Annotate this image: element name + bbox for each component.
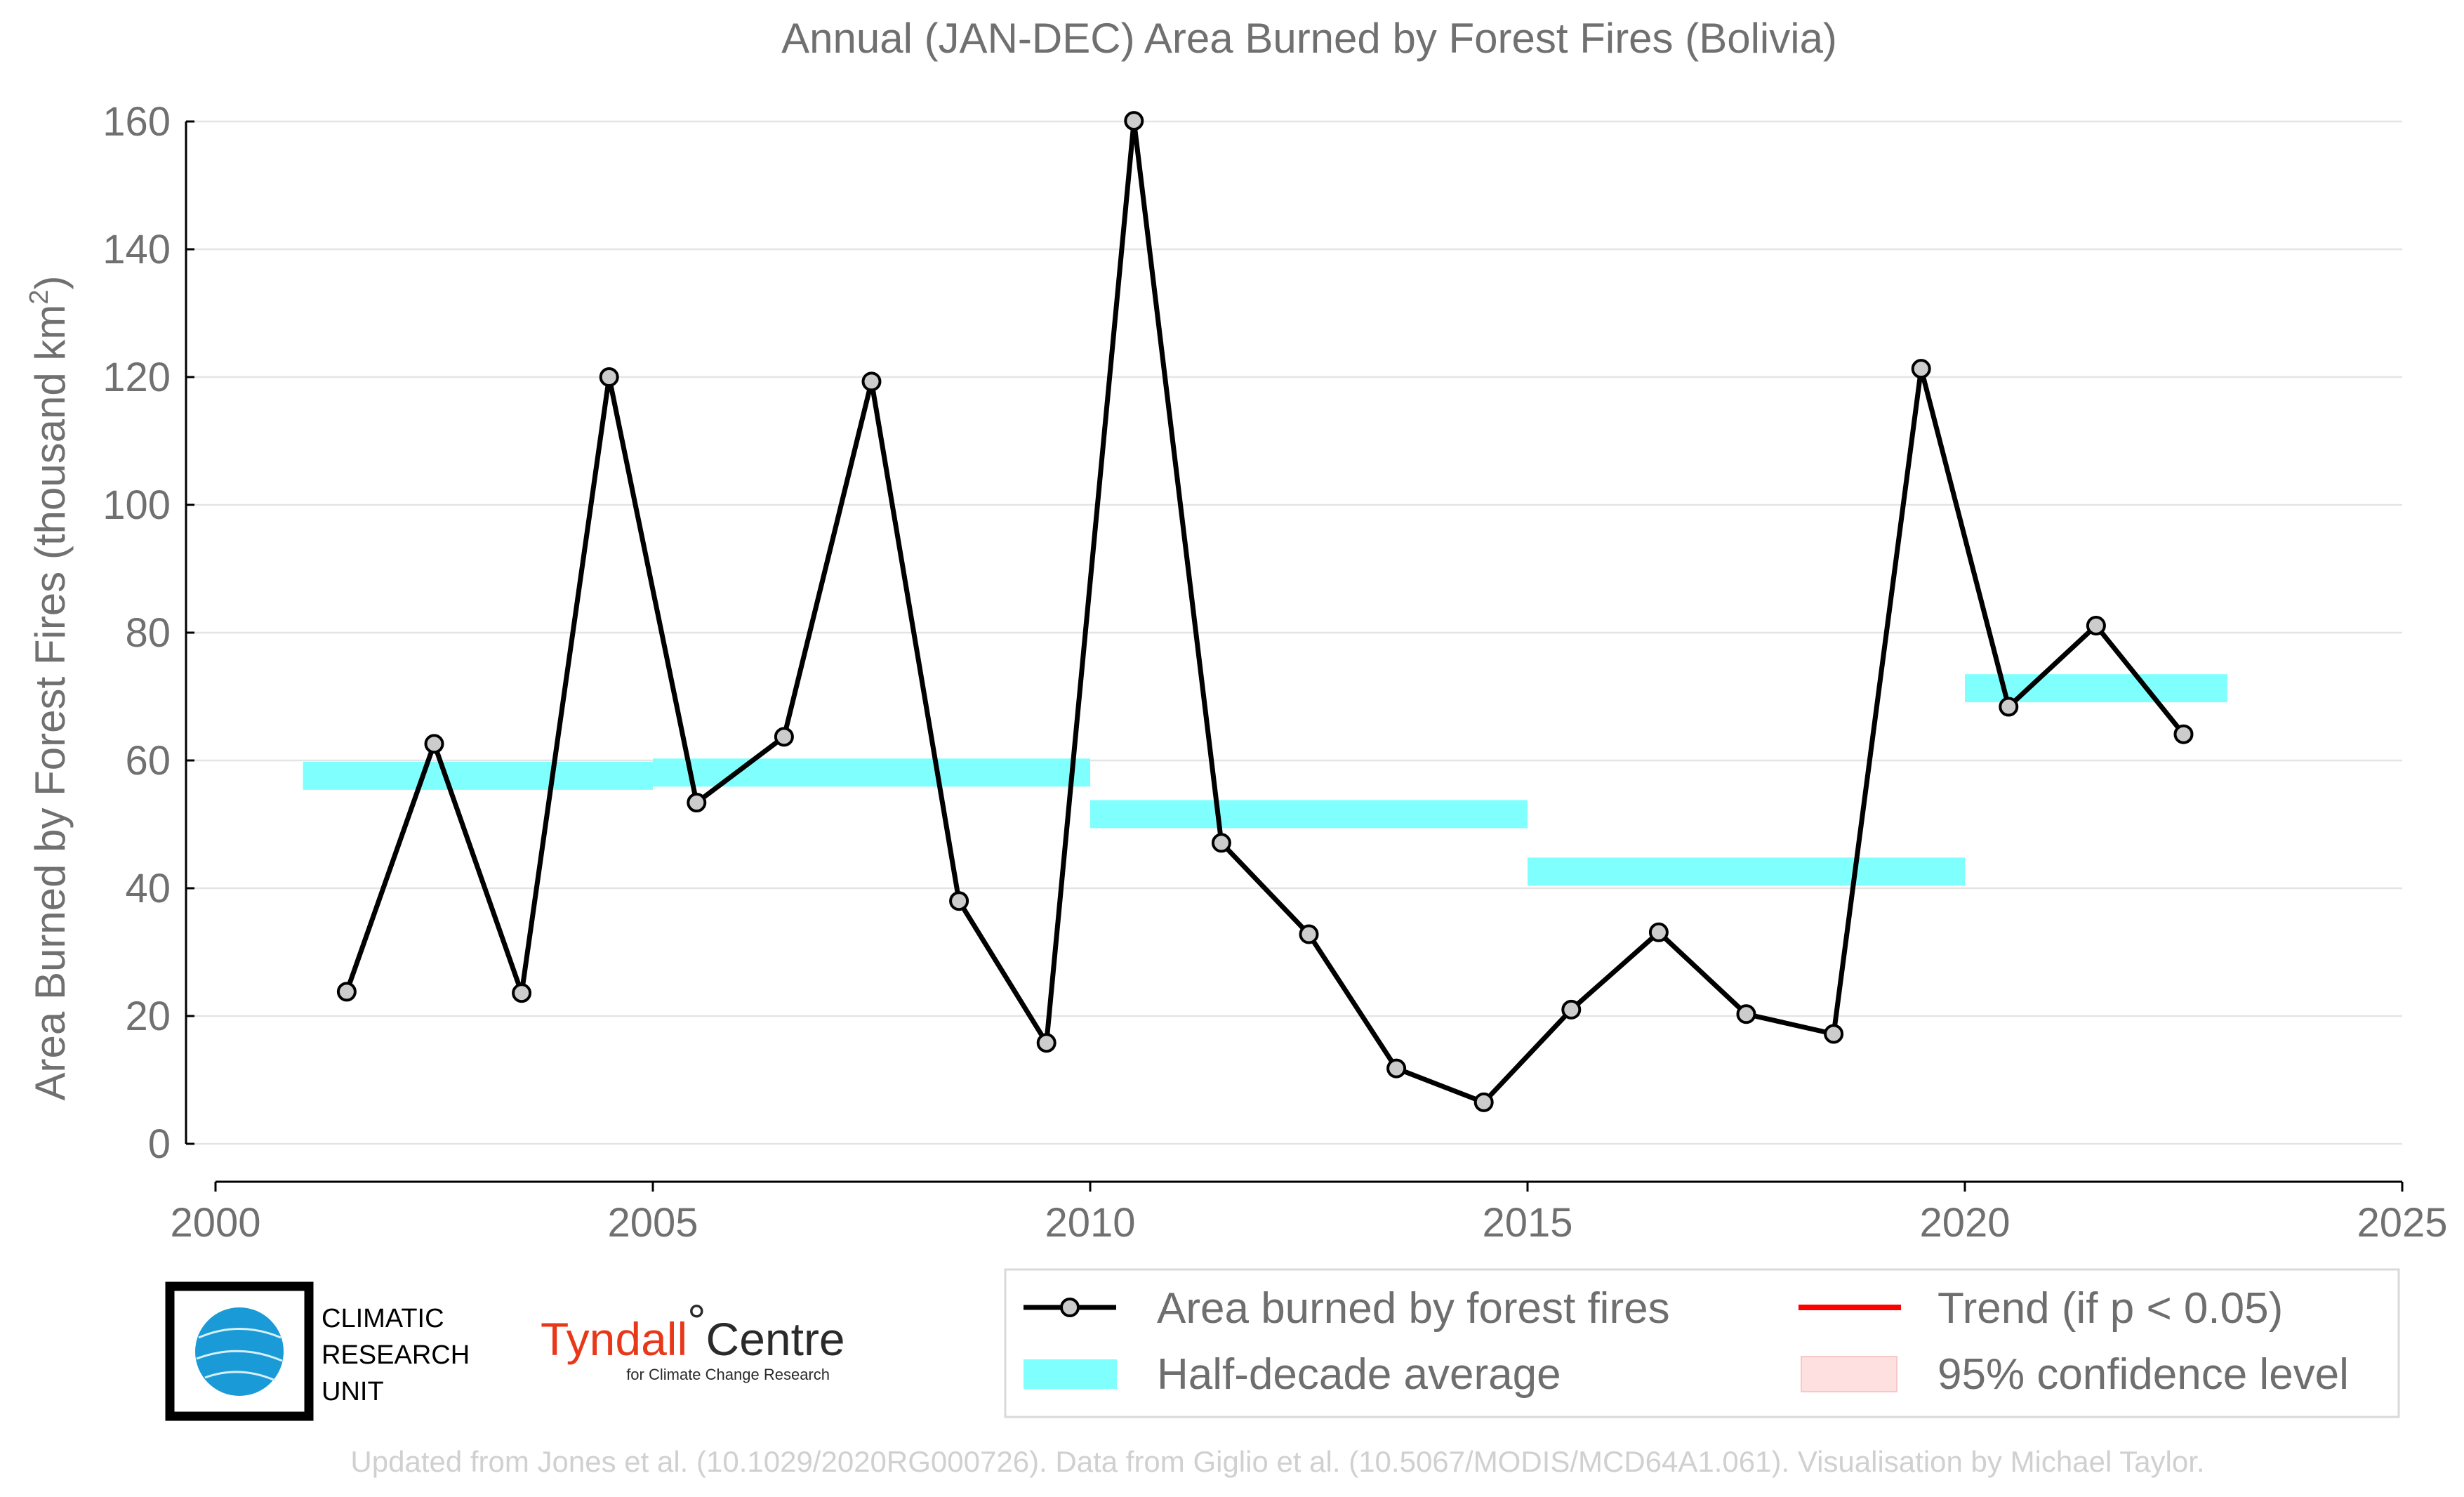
legend-label-series: Area burned by forest fires — [1157, 1284, 1670, 1333]
legend-item-series: Area burned by forest fires — [1024, 1284, 1670, 1333]
half-decade-bands — [303, 674, 2227, 886]
cru-bracket-right — [216, 1281, 314, 1421]
y-tick-label-80: 80 — [125, 610, 171, 656]
y-tick-label-100: 100 — [102, 482, 171, 528]
axes: 0 20 40 60 80 100 120 140 160 2000 2005 2010 2015 202… — [102, 99, 2447, 1246]
legend-label-average: Half-decade average — [1157, 1350, 1561, 1399]
legend-label-confidence: 95% confidence level — [1938, 1350, 2349, 1399]
tyndall-logo: Tyndall°Centre for Climate Change Resear… — [541, 1295, 845, 1383]
y-tick-label-60: 60 — [125, 738, 171, 784]
x-tick-label-2005: 2005 — [607, 1200, 698, 1246]
tyndall-name: Tyndall — [541, 1313, 687, 1365]
y-axis-label-close: ) — [27, 276, 74, 290]
legend-item-average: Half-decade average — [1024, 1350, 1561, 1399]
data-point-2020.5 — [1999, 697, 2019, 717]
series-line — [344, 118, 2186, 1105]
cru-label-1: CLIMATIC — [322, 1304, 444, 1333]
legend-confidence-swatch — [1801, 1356, 1897, 1392]
footer-credit: Updated from Jones et al. (10.1029/2020R… — [350, 1445, 2204, 1478]
data-point-2019.5 — [1911, 359, 1931, 379]
data-point-2016.5 — [1648, 922, 1669, 942]
data-point-2010.5 — [1124, 111, 1144, 131]
data-point-2003.5 — [512, 983, 532, 1003]
chart-title: Annual (JAN-DEC) Area Burned by Forest F… — [781, 15, 1837, 62]
y-tick-label-0: 0 — [148, 1121, 171, 1167]
half-decade-band-0 — [303, 761, 653, 790]
tyndall-degree: ° — [687, 1295, 706, 1347]
data-point-2022.5 — [2173, 724, 2194, 744]
data-point-2018.5 — [1824, 1024, 1844, 1044]
cru-logo: CLIMATIC RESEARCH UNIT — [165, 1281, 470, 1421]
x-tick-label-2020: 2020 — [1919, 1200, 2010, 1246]
series-line-path — [344, 118, 2186, 1105]
legend-item-trend: Trend (if p < 0.05) — [1799, 1284, 2283, 1333]
series-markers — [336, 111, 2194, 1112]
legend-item-confidence: 95% confidence level — [1801, 1350, 2349, 1399]
y-tick-label-40: 40 — [125, 866, 171, 911]
tyndall-wordmark: Tyndall°Centre — [541, 1295, 845, 1365]
data-point-2002.5 — [424, 734, 444, 754]
data-point-2017.5 — [1736, 1004, 1756, 1024]
y-tick-label-140: 140 — [102, 227, 171, 272]
y-tick-label-20: 20 — [125, 994, 171, 1039]
data-point-2005.5 — [687, 793, 707, 813]
data-point-2011.5 — [1211, 833, 1231, 853]
cru-label-2: RESEARCH — [322, 1340, 470, 1370]
tyndall-subtitle: for Climate Change Research — [626, 1366, 830, 1383]
x-tick-label-2000: 2000 — [170, 1200, 260, 1246]
half-decade-band-2 — [1090, 800, 1528, 829]
data-point-2006.5 — [774, 727, 794, 747]
data-point-2013.5 — [1386, 1058, 1407, 1079]
legend-box — [1004, 1268, 2400, 1418]
y-tick-label-160: 160 — [102, 99, 171, 145]
data-point-2004.5 — [599, 367, 619, 387]
data-point-2015.5 — [1561, 999, 1582, 1020]
data-point-2008.5 — [949, 891, 969, 911]
x-tick-label-2025: 2025 — [2357, 1200, 2447, 1246]
data-point-2001.5 — [336, 982, 357, 1002]
x-tick-label-2010: 2010 — [1045, 1200, 1135, 1246]
y-tick-label-120: 120 — [102, 355, 171, 400]
legend: Area burned by forest fires Trend (if p … — [1004, 1268, 2400, 1418]
legend-marker-swatch — [1060, 1298, 1080, 1317]
half-decade-band-1 — [653, 758, 1090, 787]
x-tick-label-2015: 2015 — [1482, 1200, 1572, 1246]
data-point-2014.5 — [1473, 1092, 1494, 1112]
tyndall-centre: Centre — [706, 1313, 845, 1365]
cru-bracket-left — [165, 1281, 263, 1421]
data-point-2007.5 — [861, 371, 882, 392]
half-decade-band-3 — [1528, 857, 1965, 886]
data-point-2009.5 — [1036, 1033, 1057, 1053]
y-axis-label-superscript: 2 — [25, 290, 54, 305]
cru-globe-lines — [196, 1328, 283, 1382]
y-axis-label-text: Area Burned by Forest Fires (thousand km — [27, 305, 74, 1101]
legend-band-swatch — [1024, 1359, 1117, 1389]
legend-label-trend: Trend (if p < 0.05) — [1938, 1284, 2283, 1333]
data-point-2021.5 — [2086, 615, 2106, 635]
cru-label-3: UNIT — [322, 1377, 384, 1406]
y-axis-label: Area Burned by Forest Fires (thousand km… — [25, 276, 74, 1101]
data-point-2012.5 — [1299, 924, 1319, 944]
